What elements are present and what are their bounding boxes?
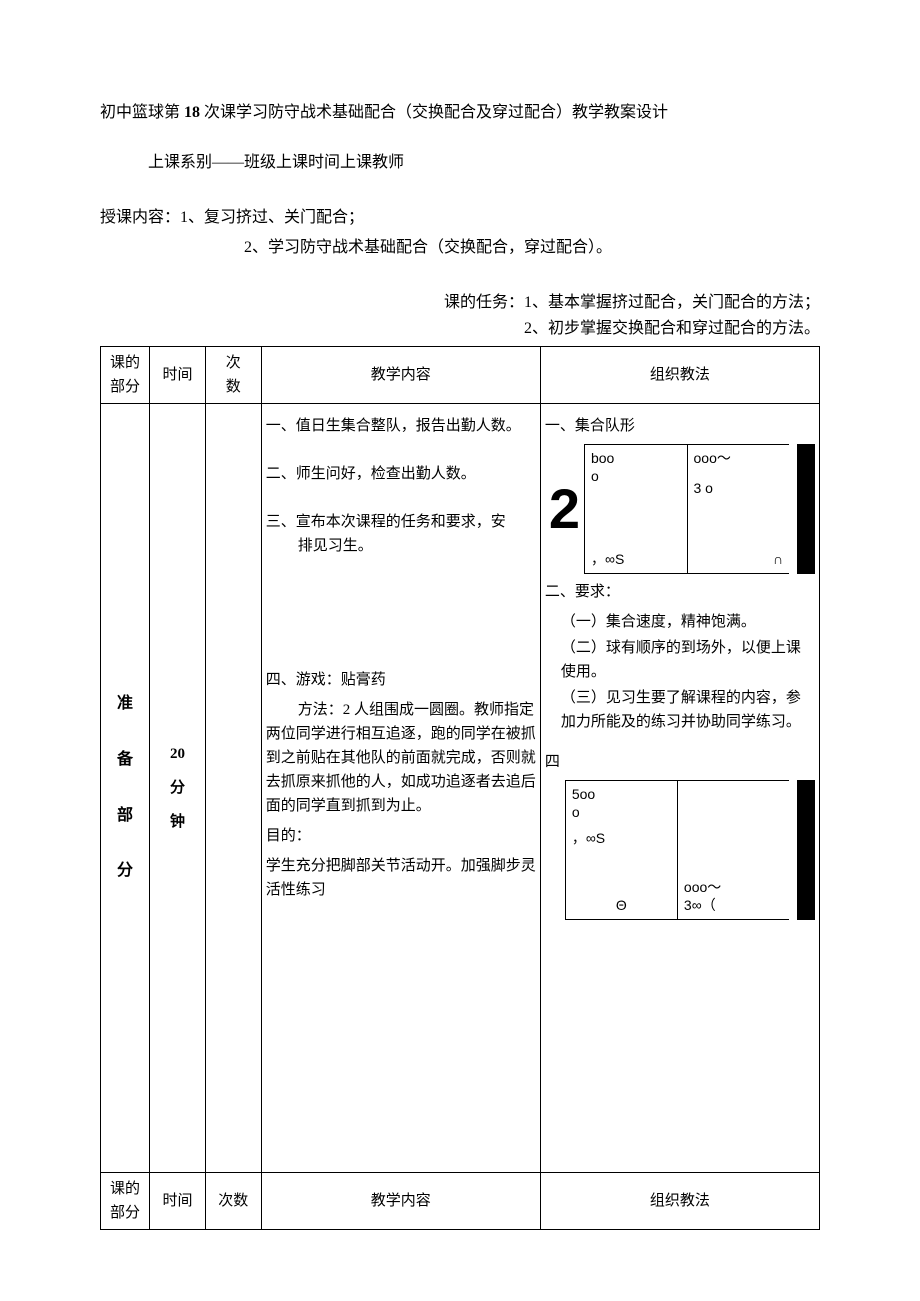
teach-item2: 2、学习防守战术基础配合（交换配合，穿过配合）。 [100,235,820,261]
prep-time-0: 20 [170,742,185,766]
header-content: 教学内容 [261,346,540,403]
header-part-l2: 部分 [110,379,140,395]
header-time: 时间 [150,346,206,403]
diagram1-bar [797,444,815,574]
diagram1-big: 2 [545,444,584,574]
diagram1-cell2: ooo〜 3 o ∩ [687,444,790,574]
title-post: 次课学习防守战术基础配合（交换配合及穿过配合）教学教案设计 [200,104,668,121]
prep-char-3: 分 [117,858,133,884]
m2-r1: （一）集合速度，精神饱满。 [545,610,815,634]
footer-part-l2: 部分 [110,1205,140,1221]
footer-part-l1: 课的 [110,1181,140,1197]
prep-part-cell: 准 备 部 分 [101,403,150,1172]
document-page: 初中篮球第 18 次课学习防守战术基础配合（交换配合及穿过配合）教学教案设计 上… [0,0,920,1301]
prep-method-cell: 一、集合队形 2 boo o ，∞S ooo〜 3 o ∩ 二、要求： [540,403,819,1172]
prep-c3-l2: 排见习生。 [266,538,373,554]
task-line1: 课的任务：1、基本掌握挤过配合，关门配合的方法； [100,290,820,316]
header-part-l1: 课的 [110,355,140,371]
diagram2-cell2: ooo〜 3∞（ [677,780,789,920]
prep-time-label: 20 分 钟 [154,742,201,834]
m2-r3: （三）见习生要了解课程的内容，参加力所能及的练习并协助同学练习。 [545,686,815,734]
d2c1l4: Θ [572,896,671,914]
prep-c4-goal-label: 目的： [266,824,536,848]
prep-time-2: 钟 [170,810,185,834]
teach-content-line1: 授课内容：1、复习挤过、关门配合； [100,205,820,231]
prep-part-label: 准 备 部 分 [105,408,145,1168]
header-count-l2: 数 [226,379,241,395]
lesson-table: 课的 部分 时间 次 数 教学内容 组织教法 准 备 部 分 [100,346,820,1230]
d1c1l1: boo [591,449,681,467]
footer-content: 教学内容 [261,1172,540,1229]
prep-c4-method: 方法：2 人组围成一圆圈。教师指定两位同学进行相互追逐，跑的同学在被抓到之前贴在… [266,698,536,818]
diagram2-cell1: 5oo o ，∞S Θ [565,780,677,920]
m2-r2: （二）球有顺序的到场外，以便上课使用。 [545,636,815,684]
task-item1: 1、基本掌握挤过配合，关门配合的方法； [524,294,820,311]
header-count-l1: 次 [226,355,241,371]
doc-subtitle: 上课系别——班级上课时间上课教师 [100,150,820,176]
teach-item1: 1、复习挤过、关门配合； [180,209,364,226]
d2c1l2: o [572,803,671,821]
task-item2: 2、初步掌握交换配合和穿过配合的方法。 [100,316,820,342]
d1c2l3: ∩ [694,550,784,568]
title-num: 18 [184,104,200,121]
d2c1l1: 5oo [572,785,671,803]
prep-c4-goal: 学生充分把脚部关节活动开。加强脚步灵活性练习 [266,854,536,902]
doc-title: 初中篮球第 18 次课学习防守战术基础配合（交换配合及穿过配合）教学教案设计 [100,100,820,126]
formation-diagram-1: 2 boo o ，∞S ooo〜 3 o ∩ [545,444,815,574]
footer-time: 时间 [150,1172,206,1229]
teach-label: 授课内容： [100,209,180,226]
prep-char-2: 部 [117,803,133,829]
header-part: 课的 部分 [101,346,150,403]
title-pre: 初中篮球第 [100,104,184,121]
prep-row: 准 备 部 分 20 分 钟 一、值日生集合整队，报告出勤人数。 二、师生问好，… [101,403,820,1172]
footer-count: 次数 [205,1172,261,1229]
task-label: 课的任务： [444,294,524,311]
footer-method: 组织教法 [540,1172,819,1229]
m3-title: 四 [545,750,815,774]
d1c2l2: 3 o [694,479,784,497]
d2c1l3: ，∞S [572,829,671,847]
prep-char-0: 准 [117,691,133,717]
prep-c4-method-text: 2 人组围成一圆圈。教师指定两位同学进行相互追逐，跑的同学在被抓到之前贴在其他队… [266,702,536,814]
task-block: 课的任务：1、基本掌握挤过配合，关门配合的方法； 2、初步掌握交换配合和穿过配合… [100,290,820,341]
formation-diagram-2: 5oo o ，∞S Θ ooo〜 3∞（ [545,780,815,920]
prep-char-1: 备 [117,747,133,773]
prep-count-cell [205,403,261,1172]
header-method: 组织教法 [540,346,819,403]
m1-title: 一、集合队形 [545,414,815,438]
m2-title: 二、要求： [545,580,815,604]
footer-part: 课的 部分 [101,1172,150,1229]
prep-c2: 二、师生问好，检查出勤人数。 [266,462,536,486]
d1c2l1: ooo〜 [694,449,784,467]
prep-time-cell: 20 分 钟 [150,403,206,1172]
header-count: 次 数 [205,346,261,403]
prep-time-1: 分 [170,776,185,800]
prep-content-cell: 一、值日生集合整队，报告出勤人数。 二、师生问好，检查出勤人数。 三、宣布本次课… [261,403,540,1172]
d1c1l3: ，∞S [591,550,681,568]
prep-c3: 三、宣布本次课程的任务和要求，安 排见习生。 [266,510,536,558]
d1c1l2: o [591,467,681,485]
diagram1-cell1: boo o ，∞S [584,444,687,574]
d2c2l1: ooo〜 [684,878,783,896]
table-footer-header-row: 课的 部分 时间 次数 教学内容 组织教法 [101,1172,820,1229]
prep-c3-l1: 三、宣布本次课程的任务和要求，安 [266,514,506,530]
prep-c4-title: 四、游戏：贴膏药 [266,668,536,692]
prep-c4-method-label: 方法： [266,702,343,718]
d2c2l2: 3∞（ [684,896,783,914]
prep-c1: 一、值日生集合整队，报告出勤人数。 [266,414,536,438]
table-header-row: 课的 部分 时间 次 数 教学内容 组织教法 [101,346,820,403]
diagram2-bar [797,780,815,920]
